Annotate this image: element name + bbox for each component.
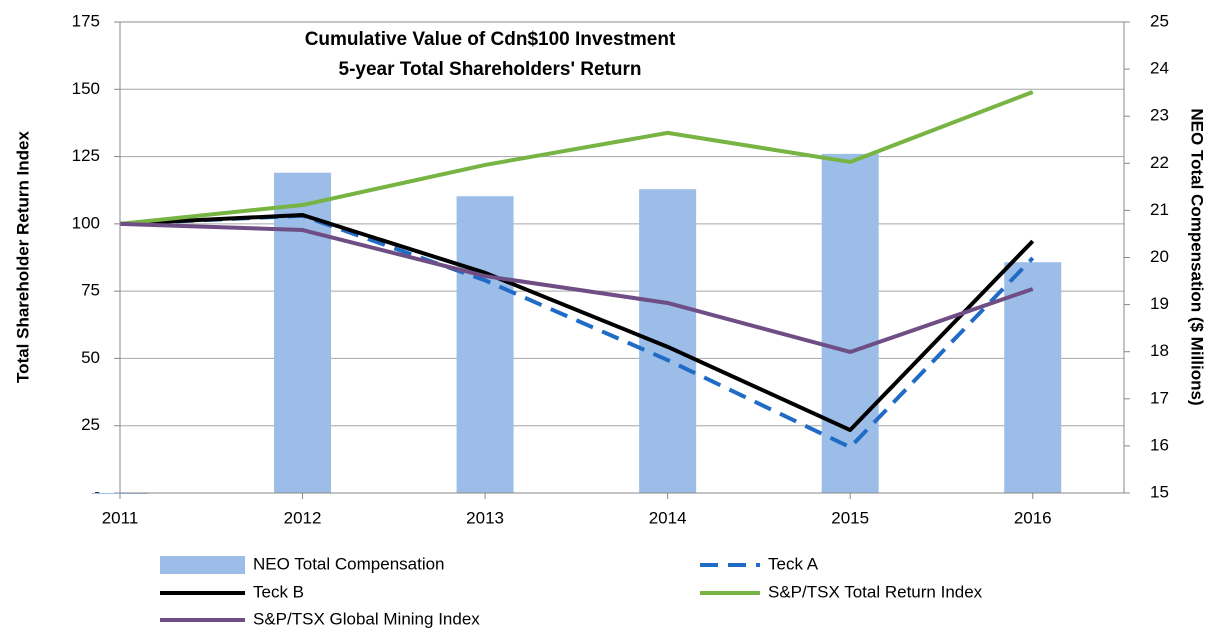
x-tick-label: 2011 bbox=[102, 508, 139, 527]
legend-label: Teck A bbox=[768, 554, 819, 573]
line-series bbox=[119, 221, 1034, 354]
y2-tick-label: 17 bbox=[1150, 388, 1169, 407]
y-tick-label: 150 bbox=[72, 79, 100, 98]
y-tick-label: 50 bbox=[81, 348, 100, 367]
y2-axis-title: NEO Total Compensation ($ Millions) bbox=[1188, 108, 1207, 405]
x-tick-label: 2013 bbox=[466, 508, 504, 527]
y-axis-title: Total Shareholder Return Index bbox=[13, 131, 32, 383]
y2-tick-label: 22 bbox=[1150, 153, 1169, 172]
line-series bbox=[119, 90, 1034, 226]
bar bbox=[1004, 262, 1062, 493]
y-tick-label: 75 bbox=[81, 281, 100, 300]
y2-tick-label: 25 bbox=[1150, 11, 1169, 30]
y-tick-label: 25 bbox=[81, 415, 100, 434]
y-tick-label: 175 bbox=[72, 11, 100, 30]
legend-label: S&P/TSX Global Mining Index bbox=[253, 609, 480, 628]
bar bbox=[274, 172, 332, 493]
chart-title: Cumulative Value of Cdn$100 Investment bbox=[305, 29, 676, 50]
x-tick-label: 2016 bbox=[1014, 508, 1052, 527]
x-tick-label: 2012 bbox=[284, 508, 322, 527]
y2-tick-label: 19 bbox=[1150, 294, 1169, 313]
y-tick-label: 100 bbox=[72, 213, 100, 232]
y2-tick-label: 15 bbox=[1150, 482, 1169, 501]
legend-label: NEO Total Compensation bbox=[253, 554, 445, 573]
y2-tick-label: 24 bbox=[1150, 59, 1169, 78]
legend-swatch bbox=[160, 556, 245, 574]
y-tick-label: - bbox=[94, 482, 100, 501]
line-series bbox=[119, 212, 1035, 433]
bar bbox=[821, 153, 879, 493]
y2-tick-label: 23 bbox=[1150, 106, 1169, 125]
x-tick-label: 2015 bbox=[831, 508, 869, 527]
legend-label: Teck B bbox=[253, 582, 304, 601]
y2-tick-label: 16 bbox=[1150, 435, 1169, 454]
legend-label: S&P/TSX Total Return Index bbox=[768, 582, 983, 601]
chart-title: 5-year Total Shareholders' Return bbox=[339, 59, 642, 80]
line-series bbox=[119, 213, 1035, 450]
y2-tick-label: 18 bbox=[1150, 341, 1169, 360]
bar bbox=[639, 189, 697, 493]
y2-tick-label: 20 bbox=[1150, 247, 1169, 266]
plot-frame bbox=[119, 21, 1125, 494]
y2-tick-label: 21 bbox=[1150, 200, 1169, 219]
bar bbox=[456, 196, 514, 493]
y-tick-label: 125 bbox=[72, 146, 100, 165]
x-tick-label: 2014 bbox=[649, 508, 687, 527]
